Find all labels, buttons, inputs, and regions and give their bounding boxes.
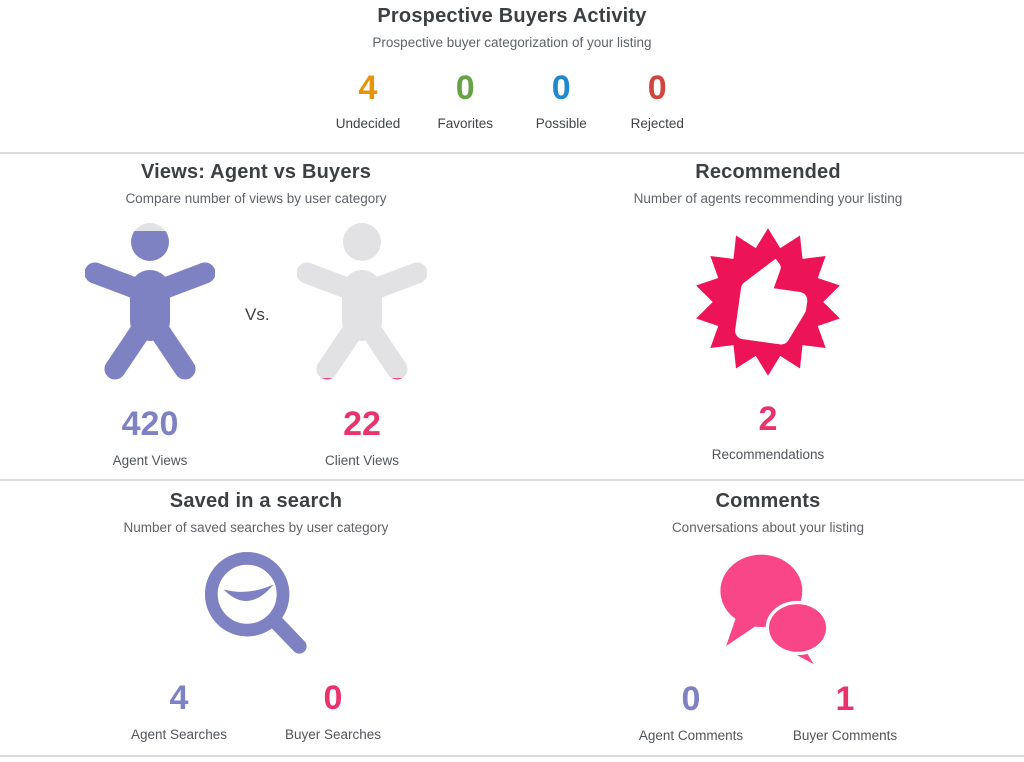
stat-undecided: 4 Undecided xyxy=(336,71,401,131)
buyer-comments-column: 1 Buyer Comments xyxy=(770,682,920,743)
buyer-comments-count: 1 xyxy=(835,680,855,718)
buyer-comments-label: Buyer Comments xyxy=(792,728,898,743)
stat-favorites: 0 Favorites xyxy=(434,71,496,131)
undecided-count: 4 xyxy=(358,69,378,107)
possible-count: 0 xyxy=(551,69,571,107)
agent-searches-count: 4 xyxy=(169,679,189,717)
client-views-count: 22 xyxy=(343,405,381,443)
undecided-label: Undecided xyxy=(335,116,401,131)
saved-search-panel: Saved in a search Number of saved search… xyxy=(0,480,512,755)
page-title: Prospective Buyers Activity xyxy=(377,5,647,27)
recommendations-label: Recommendations xyxy=(711,447,825,462)
client-person-icon xyxy=(297,221,427,388)
agent-views-label: Agent Views xyxy=(112,453,188,468)
views-comparison: 420 Agent Views Vs. 22 Client Views xyxy=(55,221,457,468)
comments-panel-title: Comments xyxy=(715,490,821,512)
agent-searches-label: Agent Searches xyxy=(130,727,228,742)
section-divider xyxy=(0,152,1024,154)
buyer-searches-label: Buyer Searches xyxy=(284,727,382,742)
client-views-label: Client Views xyxy=(324,453,400,468)
agent-comments-label: Agent Comments xyxy=(638,728,744,743)
views-panel-subtitle: Compare number of views by user category xyxy=(125,191,387,206)
thumbs-up-badge-icon xyxy=(696,228,840,376)
recommended-panel: Recommended Number of agents recommendin… xyxy=(512,153,1024,479)
agent-person-icon xyxy=(85,221,215,388)
client-views-column: 22 Client Views xyxy=(267,221,457,468)
saved-search-values: 4 Agent Searches 0 Buyer Searches xyxy=(104,681,408,742)
section-divider xyxy=(0,479,1024,481)
recommended-panel-subtitle: Number of agents recommending your listi… xyxy=(633,191,903,206)
page-subtitle: Prospective buyer categorization of your… xyxy=(372,35,652,50)
rejected-count: 0 xyxy=(647,69,667,107)
vs-label: Vs. xyxy=(245,304,270,324)
agent-views-column: 420 Agent Views xyxy=(55,221,245,468)
section-divider xyxy=(0,755,1024,757)
recommendations-count: 2 xyxy=(758,400,778,438)
buyer-searches-column: 0 Buyer Searches xyxy=(258,681,408,742)
rejected-label: Rejected xyxy=(630,116,684,131)
saved-search-title: Saved in a search xyxy=(169,490,343,512)
stat-possible: 0 Possible xyxy=(530,71,592,131)
buyer-category-stats: 4 Undecided 0 Favorites 0 Possible 0 Rej… xyxy=(336,71,689,131)
buyer-searches-count: 0 xyxy=(323,679,343,717)
comments-values: 0 Agent Comments 1 Buyer Comments xyxy=(616,682,920,743)
activity-summary-section: Prospective Buyers Activity Prospective … xyxy=(0,0,1024,152)
agent-comments-column: 0 Agent Comments xyxy=(616,682,766,743)
views-panel-title: Views: Agent vs Buyers xyxy=(140,161,372,183)
stat-rejected: 0 Rejected xyxy=(626,71,688,131)
views-panel: Views: Agent vs Buyers Compare number of… xyxy=(0,153,512,479)
possible-label: Possible xyxy=(535,116,587,131)
agent-comments-count: 0 xyxy=(681,680,701,718)
comments-panel-subtitle: Conversations about your listing xyxy=(671,520,865,535)
recommended-panel-title: Recommended xyxy=(695,161,841,183)
agent-searches-column: 4 Agent Searches xyxy=(104,681,254,742)
chat-bubbles-icon xyxy=(719,554,828,667)
saved-search-subtitle: Number of saved searches by user categor… xyxy=(123,520,389,535)
favorites-count: 0 xyxy=(455,69,475,107)
comments-panel: Comments Conversations about your listin… xyxy=(512,480,1024,755)
favorites-label: Favorites xyxy=(437,116,494,131)
search-magnifier-icon xyxy=(204,551,307,654)
agent-views-count: 420 xyxy=(121,405,179,443)
